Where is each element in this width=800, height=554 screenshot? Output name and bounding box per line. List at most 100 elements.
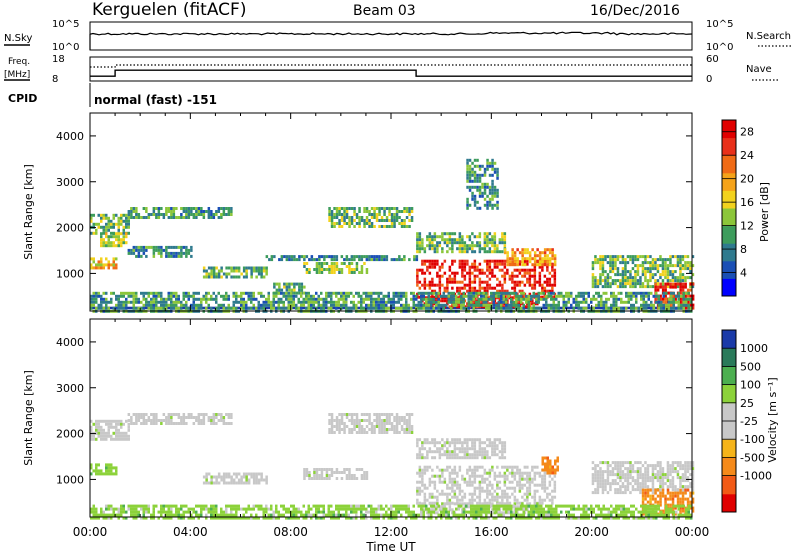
heatmap-cell (481, 268, 484, 272)
heatmap-cell (418, 471, 422, 475)
heatmap-cell (473, 194, 477, 198)
heatmap-cell (473, 197, 477, 201)
heatmap-cell (242, 275, 246, 279)
heatmap-cell (605, 303, 608, 307)
heatmap-cell (355, 222, 359, 225)
heatmap-cell (654, 464, 657, 468)
heatmap-cell (145, 248, 148, 252)
heatmap-cell (525, 300, 528, 304)
heatmap-cell (521, 502, 524, 506)
heatmap-cell (664, 288, 667, 292)
heatmap-cell (335, 422, 339, 425)
heatmap-cell (548, 480, 552, 484)
heatmap-cell (496, 502, 499, 506)
heatmap-cell (483, 232, 487, 236)
heatmap-cell (599, 276, 602, 280)
heatmap-cell (686, 288, 690, 292)
heatmap-cell (125, 306, 128, 310)
heatmap-cell (635, 300, 638, 304)
heatmap-cell (373, 428, 376, 431)
heatmap-cell (175, 422, 178, 425)
heatmap-cell (441, 265, 444, 269)
heatmap-cell (270, 303, 273, 307)
heatmap-cell (517, 303, 520, 307)
heatmap-cell (187, 297, 190, 301)
heatmap-cell (195, 207, 198, 210)
heatmap-cell (180, 245, 183, 249)
heatmap-cell (245, 306, 248, 310)
heatmap-cell (212, 266, 216, 270)
heatmap-cell (225, 475, 228, 479)
heatmap-cell (493, 274, 497, 278)
heatmap-cell (476, 244, 479, 248)
heatmap-cell (285, 306, 288, 310)
heatmap-cell (548, 257, 552, 261)
heatmap-cell (657, 306, 660, 310)
heatmap-cell (122, 241, 125, 245)
heatmap-cell (290, 291, 293, 295)
heatmap-cell (545, 294, 548, 298)
heatmap-cell (167, 294, 170, 298)
heatmap-cell (367, 294, 370, 298)
heatmap-cell (510, 306, 513, 310)
heatmap-cell (671, 255, 675, 259)
heatmap-cell (270, 306, 273, 310)
heatmap-cell (122, 294, 125, 298)
heatmap-cell (441, 508, 444, 512)
heatmap-cell (328, 210, 331, 213)
heatmap-cell (90, 466, 93, 470)
heatmap-cell (162, 306, 165, 310)
heatmap-cell (468, 265, 472, 269)
heatmap-cell (652, 303, 655, 307)
heatmap-cell (157, 419, 161, 422)
heatmap-cell (468, 277, 472, 281)
heatmap-cell (626, 255, 630, 259)
heatmap-cell (466, 271, 469, 275)
heatmap-cell (95, 294, 98, 298)
heatmap-cell (441, 447, 444, 451)
heatmap-cell (657, 303, 660, 307)
heatmap-cell (132, 216, 136, 219)
heatmap-cell (227, 272, 231, 276)
heatmap-cell (431, 280, 434, 284)
heatmap-cell (387, 297, 390, 301)
heatmap-cell (135, 216, 138, 219)
heatmap-cell (385, 419, 389, 422)
heatmap-cell (555, 297, 558, 301)
heatmap-cell (443, 232, 447, 236)
heatmap-cell (455, 303, 458, 307)
heatmap-cell (614, 464, 617, 468)
power-colorbar-swatch (722, 155, 736, 174)
heatmap-cell (453, 483, 457, 487)
heatmap-cell (150, 303, 153, 307)
heatmap-cell (267, 300, 270, 304)
heatmap-cell (478, 262, 482, 266)
heatmap-cell (669, 479, 672, 483)
heatmap-cell (423, 277, 427, 281)
heatmap-cell (416, 453, 419, 457)
heatmap-cell (400, 291, 403, 295)
heatmap-cell (538, 483, 542, 487)
heatmap-cell (437, 297, 440, 301)
heatmap-cell (472, 303, 475, 307)
heatmap-cell (468, 170, 472, 174)
heatmap-cell (510, 297, 513, 301)
heatmap-cell (636, 273, 640, 277)
heatmap-cell (150, 245, 153, 249)
heatmap-cell (471, 444, 474, 448)
heatmap-cell (437, 291, 440, 295)
heatmap-cell (496, 191, 499, 195)
heatmap-cell (498, 450, 502, 454)
heatmap-cell (644, 279, 647, 283)
heatmap-cell (330, 419, 334, 422)
heatmap-cell (343, 471, 346, 474)
heatmap-cell (511, 277, 514, 281)
heatmap-cell (631, 258, 635, 262)
heatmap-cell (493, 495, 497, 499)
heatmap-cell (601, 479, 605, 483)
heatmap-cell (323, 255, 326, 259)
heatmap-cell (120, 238, 123, 242)
heatmap-cell (596, 479, 600, 483)
heatmap-cell (475, 303, 478, 307)
heatmap-cell (408, 416, 411, 419)
